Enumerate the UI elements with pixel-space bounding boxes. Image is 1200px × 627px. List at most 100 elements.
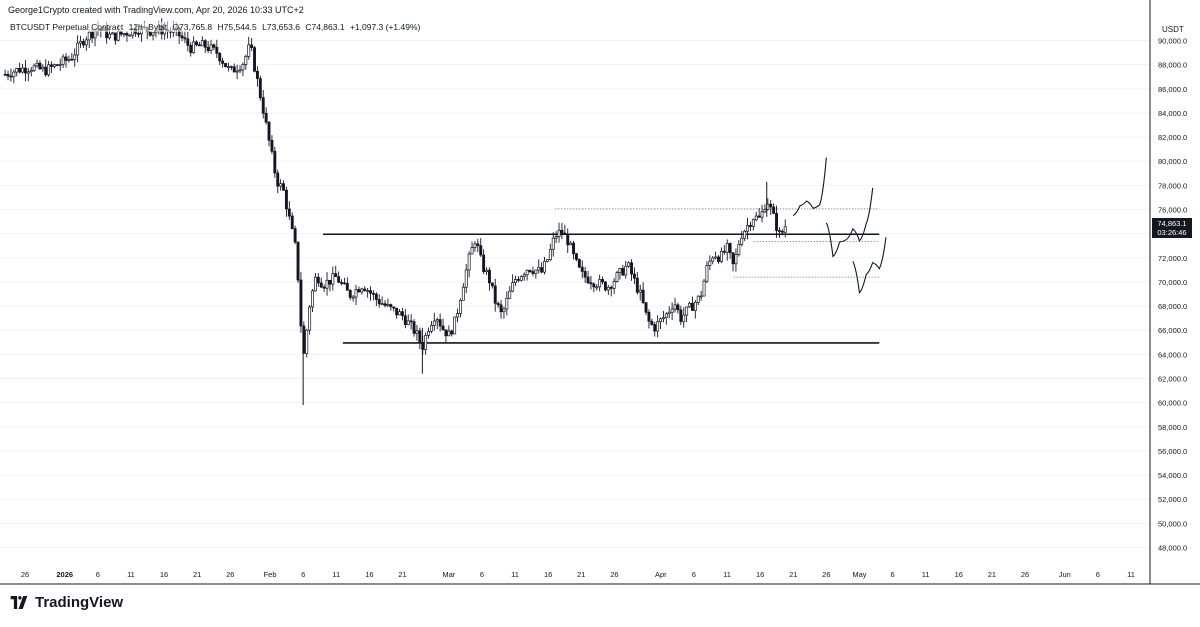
- candle: [12, 69, 16, 84]
- candle-body: [398, 311, 401, 316]
- candle-body: [247, 44, 251, 57]
- candle: [44, 59, 48, 77]
- candle: [690, 296, 694, 311]
- candle-body: [461, 286, 465, 301]
- candle: [52, 63, 56, 69]
- candle: [61, 54, 65, 69]
- candle: [748, 221, 752, 232]
- candle: [656, 315, 660, 338]
- price-tick-label: 60,000.0: [1158, 399, 1187, 408]
- candle-body: [189, 45, 193, 53]
- last-price-tag: 74,863.1 03:26:46: [1152, 218, 1192, 238]
- candle: [754, 211, 758, 222]
- candle: [734, 248, 738, 272]
- candle-body: [435, 319, 439, 322]
- candle-body: [392, 306, 396, 309]
- candle-body: [148, 31, 152, 36]
- candle-body: [615, 272, 619, 282]
- candle: [551, 232, 555, 257]
- candle: [572, 240, 575, 260]
- candle-body: [589, 282, 593, 285]
- bar-countdown: 03:26:46: [1157, 228, 1187, 237]
- candle: [398, 308, 401, 316]
- candle: [635, 272, 639, 295]
- candle-body: [15, 68, 19, 73]
- candle: [444, 329, 448, 343]
- candle-body: [519, 276, 523, 281]
- candle: [15, 67, 19, 77]
- tradingview-brand[interactable]: TradingView: [8, 594, 123, 611]
- candle: [461, 283, 465, 301]
- currency-label[interactable]: USDT: [1162, 25, 1184, 34]
- time-tick-label: 16: [544, 570, 552, 579]
- candle: [293, 225, 297, 245]
- symbol-legend: BTCUSDT Perpetual Contract 12h Bybit O73…: [10, 22, 424, 32]
- candle-body: [195, 41, 198, 46]
- candle-body: [328, 279, 332, 285]
- candle: [769, 200, 773, 216]
- candle: [717, 255, 720, 264]
- candle: [438, 313, 442, 332]
- candle-body: [540, 267, 544, 273]
- candle: [189, 42, 193, 57]
- candle: [369, 286, 372, 301]
- candle-body: [682, 314, 686, 322]
- candle-body: [377, 299, 381, 305]
- candle: [47, 60, 51, 77]
- candle-body: [456, 313, 459, 318]
- candle-body: [369, 290, 372, 294]
- candle-body: [746, 224, 749, 232]
- candle-body: [464, 269, 468, 288]
- candle: [18, 62, 22, 74]
- candle: [200, 36, 204, 47]
- candle-body: [23, 67, 27, 74]
- candle-body: [203, 40, 207, 48]
- candle: [456, 308, 459, 323]
- candle-body: [325, 279, 329, 289]
- candle: [702, 278, 706, 297]
- candle-body: [534, 269, 538, 274]
- candle-body: [551, 237, 555, 250]
- candle-body: [386, 304, 390, 306]
- candle: [209, 39, 213, 54]
- candle-body: [487, 269, 491, 284]
- candle: [560, 222, 564, 240]
- candle: [113, 32, 117, 45]
- candle-body: [595, 286, 599, 289]
- candle-body: [215, 46, 219, 54]
- candle-body: [3, 73, 7, 76]
- candle-body: [632, 273, 636, 279]
- candle: [728, 242, 732, 259]
- candle-body: [699, 295, 703, 298]
- candle: [569, 240, 573, 246]
- candle: [215, 39, 219, 59]
- candle: [389, 303, 393, 311]
- time-tick-label: 21: [789, 570, 797, 579]
- candle: [325, 272, 329, 296]
- candle: [73, 48, 77, 67]
- candle: [386, 298, 390, 308]
- candle: [554, 231, 558, 243]
- candle: [502, 306, 506, 319]
- candle: [67, 55, 71, 63]
- time-tick-label: 21: [398, 570, 406, 579]
- candle-body: [6, 74, 10, 77]
- candle: [641, 282, 645, 305]
- candle-body: [511, 282, 515, 292]
- time-tick-label: May: [852, 570, 866, 579]
- candle: [235, 64, 239, 80]
- candle: [6, 70, 10, 81]
- candle-body: [41, 66, 45, 70]
- candle-body: [70, 58, 74, 61]
- candle: [58, 58, 62, 72]
- candle-body: [267, 121, 271, 141]
- candle-body: [537, 267, 541, 271]
- candle-body: [748, 224, 752, 227]
- candle: [38, 60, 42, 71]
- candle: [331, 266, 335, 291]
- candle: [261, 89, 265, 119]
- candle-body: [29, 70, 33, 73]
- candle: [563, 224, 567, 235]
